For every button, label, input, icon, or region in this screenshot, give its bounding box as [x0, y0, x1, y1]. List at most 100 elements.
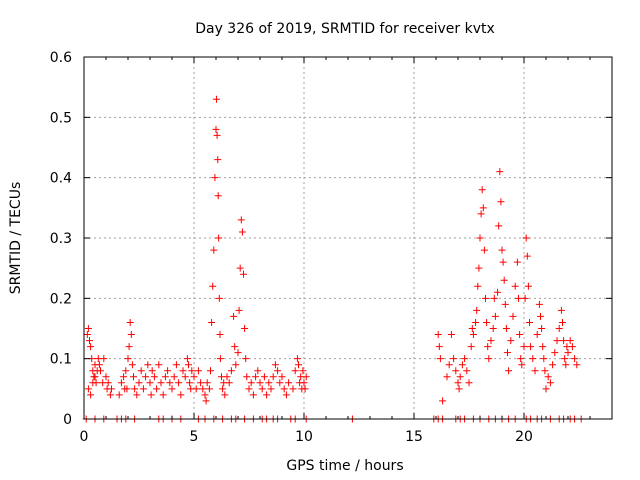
data-point — [241, 325, 249, 332]
data-point — [269, 373, 277, 381]
data-point — [494, 288, 502, 296]
data-point — [573, 361, 581, 369]
data-point — [511, 282, 519, 290]
grid-layer — [84, 57, 612, 419]
data-point — [490, 294, 498, 302]
data-point — [562, 361, 570, 369]
data-point — [529, 355, 537, 363]
y-tick-label: 0.4 — [50, 171, 72, 187]
data-point — [450, 355, 458, 363]
data-point — [515, 294, 522, 302]
data-point — [458, 361, 466, 369]
x-tick-label: 0 — [80, 429, 89, 445]
data-point — [214, 156, 222, 164]
data-point — [521, 294, 529, 302]
data-point — [192, 385, 200, 393]
chart-title: Day 326 of 2019, SRMTID for receiver kvt… — [195, 21, 495, 37]
data-point — [447, 331, 455, 339]
data-point — [194, 367, 202, 375]
y-tick-label: 0.5 — [50, 110, 72, 126]
data-point — [188, 367, 196, 375]
data-point — [254, 367, 262, 375]
data-point — [461, 355, 469, 363]
data-point — [235, 306, 243, 314]
y-tick-label: 0.3 — [50, 231, 72, 247]
data-point — [215, 294, 223, 302]
data-point — [197, 379, 205, 387]
data-point — [208, 318, 216, 326]
data-point — [542, 385, 550, 393]
data-point — [475, 264, 483, 272]
data-point — [445, 361, 453, 369]
data-points-layer — [82, 95, 585, 423]
data-point — [231, 343, 239, 351]
data-point — [472, 318, 480, 326]
data-point — [561, 355, 569, 363]
data-point — [201, 391, 209, 399]
data-point — [541, 367, 549, 375]
data-point — [126, 318, 134, 326]
data-point — [131, 385, 139, 393]
data-point — [212, 125, 220, 133]
data-point — [142, 373, 150, 381]
data-point — [520, 343, 528, 351]
data-point — [242, 355, 250, 363]
data-point — [533, 331, 541, 339]
data-point — [498, 246, 506, 254]
data-point — [227, 367, 235, 375]
data-point — [83, 331, 91, 339]
data-point — [435, 343, 443, 351]
data-point — [546, 379, 554, 387]
data-point — [531, 367, 539, 375]
data-point — [452, 367, 460, 375]
data-point — [127, 331, 135, 339]
data-point — [260, 373, 268, 381]
data-point — [302, 373, 310, 381]
data-point — [146, 379, 154, 387]
data-point — [179, 367, 187, 375]
data-point — [183, 355, 191, 363]
data-point — [499, 258, 507, 266]
x-tick-label: 20 — [515, 429, 533, 445]
data-point — [477, 210, 485, 218]
data-point — [524, 282, 532, 290]
data-point — [212, 95, 220, 103]
data-point — [115, 391, 123, 399]
data-point — [497, 198, 505, 206]
data-point — [124, 355, 132, 363]
data-point — [236, 264, 244, 272]
data-point — [135, 379, 143, 387]
data-point — [555, 325, 563, 332]
data-point — [225, 379, 233, 387]
data-point — [144, 361, 152, 369]
data-point — [549, 361, 557, 369]
data-point — [505, 367, 513, 375]
data-point — [496, 168, 504, 176]
data-point — [106, 391, 114, 399]
data-point — [443, 373, 451, 381]
data-point — [517, 355, 525, 363]
data-point — [439, 397, 447, 405]
data-point — [104, 379, 112, 387]
x-tick-label: 5 — [190, 429, 199, 445]
data-point — [265, 379, 273, 387]
data-point — [473, 306, 481, 314]
data-point — [482, 294, 489, 302]
data-point — [271, 361, 279, 369]
x-tick-label: 15 — [405, 429, 423, 445]
data-point — [100, 355, 108, 363]
data-point — [274, 367, 282, 375]
data-point — [240, 270, 247, 278]
data-point — [168, 385, 176, 393]
data-point — [507, 337, 515, 345]
data-point — [164, 367, 172, 375]
data-point — [479, 204, 487, 212]
data-point — [301, 385, 309, 393]
data-point — [564, 349, 572, 357]
data-point — [522, 234, 530, 242]
data-point — [285, 379, 293, 387]
data-point — [537, 312, 544, 320]
data-point — [540, 355, 548, 363]
data-point — [223, 373, 231, 381]
